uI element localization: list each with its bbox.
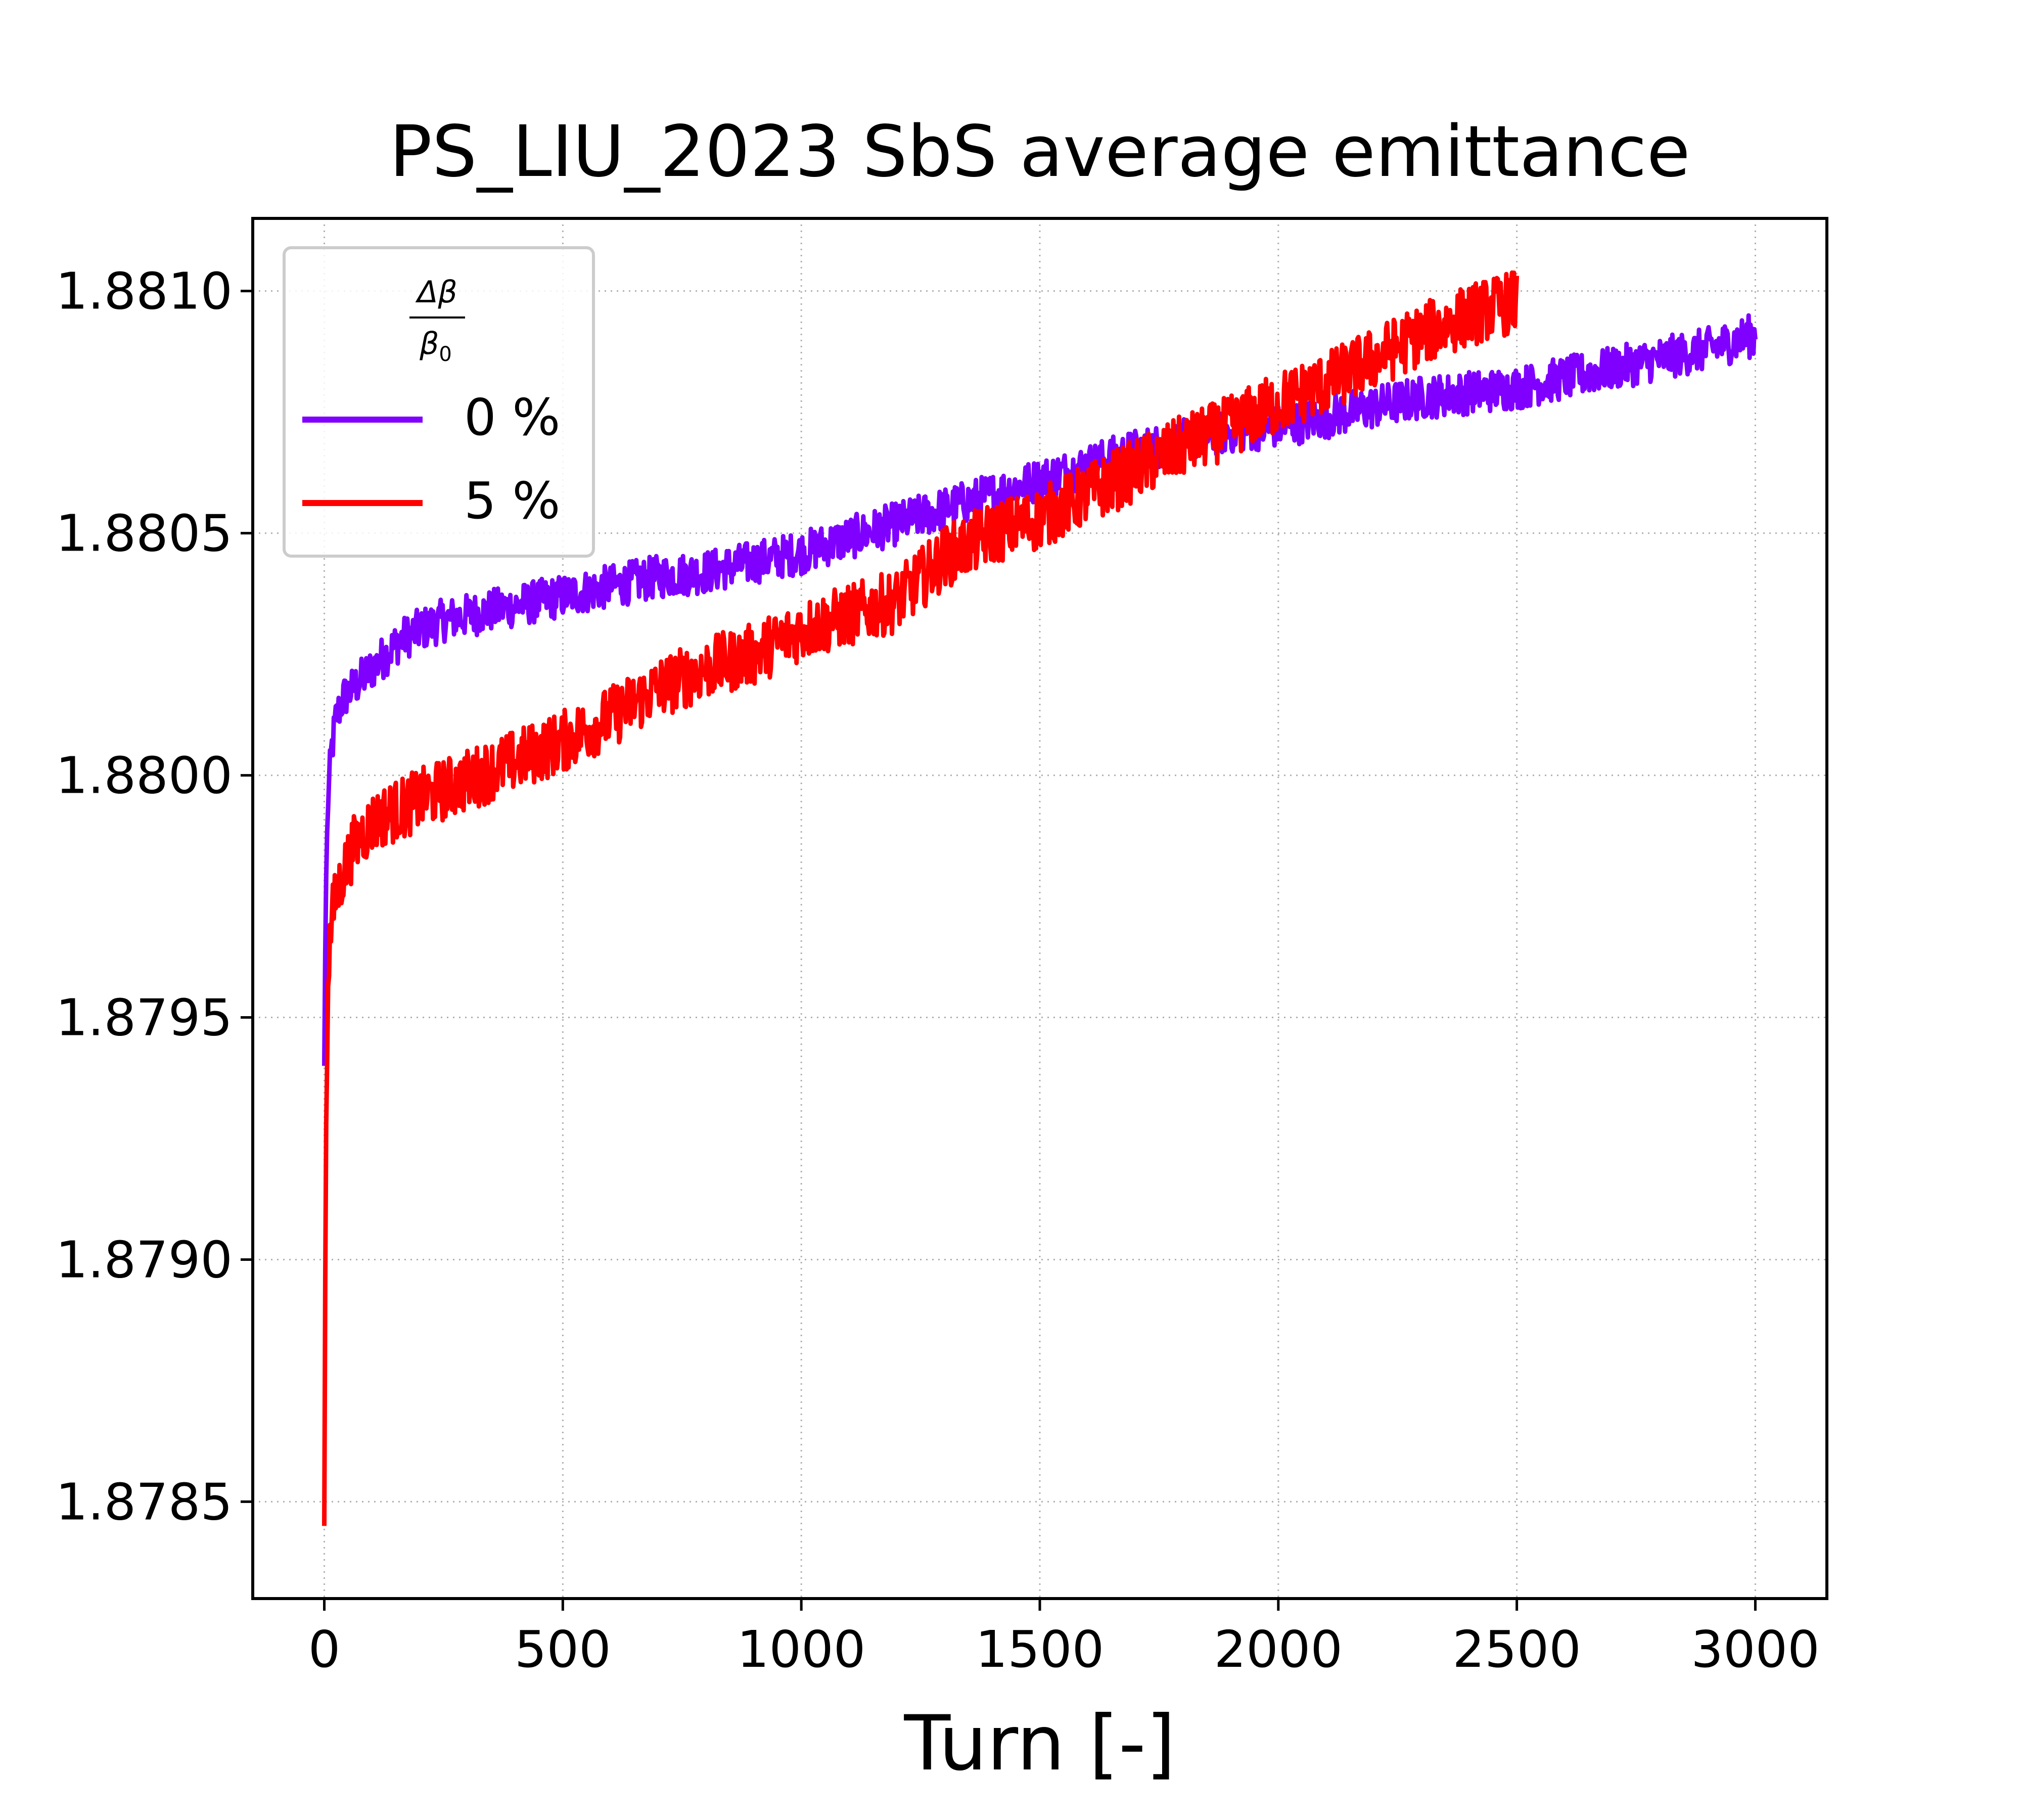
series-layer [322,270,1758,1526]
svg-text:β0: β0 [419,326,452,366]
x-tick-label: 2500 [1452,1620,1581,1679]
legend-title-denominator: β [419,326,439,361]
x-tick-label: 1000 [737,1620,866,1679]
series-line-1 [322,270,1520,1526]
series-line-0 [322,313,1758,1066]
x-tick-label: 3000 [1691,1620,1820,1679]
y-tick-label: 1.8795 [56,988,233,1048]
legend-label-0-percent: 0 % [464,388,560,447]
x-tick-label: 2000 [1214,1620,1343,1679]
y-tick-label: 1.8805 [56,504,233,563]
y-tick-label: 1.8790 [56,1230,233,1289]
y-tick-label: 1.8785 [56,1472,233,1531]
x-tick-label: 1500 [976,1620,1105,1679]
legend-title-subscript: 0 [439,343,451,366]
x-axis-label: Turn [-] [904,1700,1176,1788]
y-tick-label: 1.8810 [56,262,233,321]
x-tick-label: 500 [515,1620,611,1679]
legend: Δβ β0 0 % 5 % [283,246,595,558]
x-axis: 0 500 1000 1500 2000 2500 3000 [308,1599,1820,1679]
legend-label-5-percent: 5 % [464,471,560,530]
x-tick-label: 0 [308,1620,341,1679]
y-axis: 1.8785 1.8790 1.8795 1.8800 1.8805 1.8810 [56,262,253,1531]
y-tick-label: 1.8800 [56,746,233,805]
legend-title: Δβ β0 [409,275,465,366]
legend-box [283,246,595,558]
chart-title: PS_LIU_2023 SbS average emittance [389,111,1690,193]
legend-title-numerator: Δβ [415,275,457,310]
